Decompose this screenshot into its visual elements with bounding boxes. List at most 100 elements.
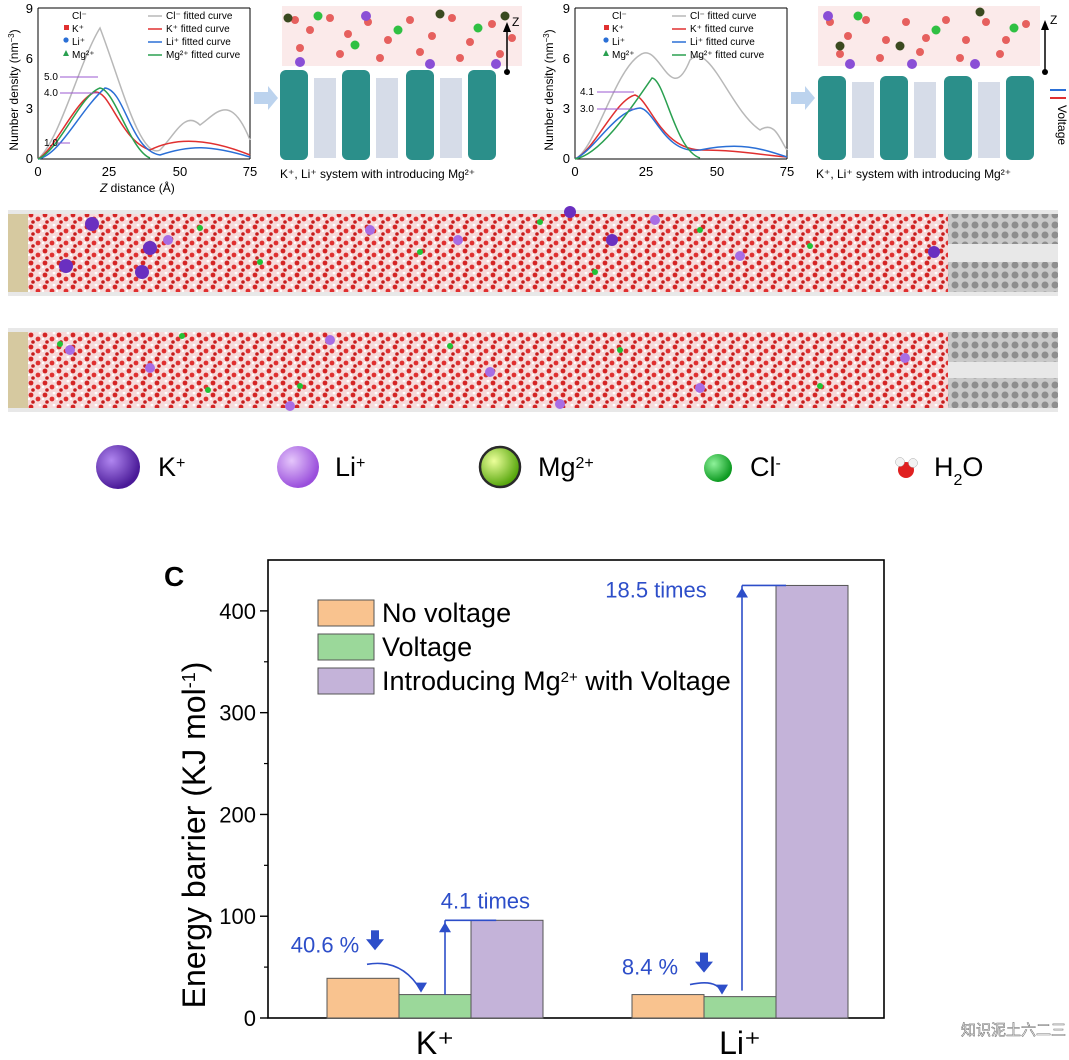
svg-text:Cl-: Cl- — [750, 452, 781, 482]
legend-swatch-0 — [317, 599, 375, 627]
y-tick-label: 100 — [219, 904, 256, 929]
ytick-left-9: 9 — [26, 1, 33, 16]
top-panels: 0 3 6 9 0 25 50 75 Z distance (Å) Number… — [7, 1, 1069, 195]
plot-area-border — [267, 559, 885, 1019]
svg-text:Cl⁻ fitted curve: Cl⁻ fitted curve — [690, 11, 757, 22]
mark-right-4: 4.1 — [580, 87, 594, 98]
svg-text:Cl⁻: Cl⁻ — [72, 11, 87, 22]
svg-text:H2O: H2O — [934, 452, 983, 489]
svg-text:Mg²⁺ fitted curve: Mg²⁺ fitted curve — [166, 50, 241, 61]
arrow-head-icon — [736, 587, 748, 598]
arrow-head-icon — [716, 984, 728, 995]
ytick-left-3: 3 — [26, 101, 33, 116]
legend-label-2: Introducing Mg2+ with Voltage — [382, 666, 731, 696]
bar-k-series-1 — [398, 994, 472, 1019]
y-axis-ticks: 0 100 200 300 400 — [219, 599, 268, 1031]
k-times-annotation: 4.1 times — [441, 888, 530, 913]
caption-left: K⁺, Li⁺ system with introducing Mg²⁺ — [280, 167, 475, 181]
arrow-head-icon — [415, 982, 427, 993]
bar-li-series-1 — [703, 996, 777, 1019]
svg-text:K⁺ fitted curve: K⁺ fitted curve — [690, 24, 754, 35]
legend-k: K+ — [96, 445, 185, 489]
simulation-strips — [8, 206, 1058, 412]
z-label-left: Z — [512, 15, 519, 29]
bar-k-series-0 — [326, 977, 400, 1019]
bar-li-series-0 — [631, 994, 705, 1019]
caption-right: K⁺, Li⁺ system with introducing Mg²⁺ — [816, 167, 1011, 181]
svg-text:K⁺ fitted curve: K⁺ fitted curve — [166, 24, 230, 35]
panel-c-label: C — [164, 561, 184, 592]
ytick-left-6: 6 — [26, 51, 33, 66]
ion-legend: K+ Li+ Mg2+ Cl- H2O — [96, 445, 983, 489]
svg-text:K⁺: K⁺ — [72, 24, 84, 35]
mark-right-3: 3.0 — [580, 104, 594, 115]
k-ion-icon — [96, 445, 140, 489]
xtick-left-75: 75 — [243, 164, 257, 179]
mark-left-1: 1.0 — [44, 138, 58, 149]
mark-left-5: 5.0 — [44, 72, 58, 83]
xtick-left-0: 0 — [34, 164, 41, 179]
svg-text:75: 75 — [780, 164, 794, 179]
svg-text:Mg2+: Mg2+ — [538, 452, 594, 482]
z-label-right: Z — [1050, 13, 1057, 27]
svg-text:9: 9 — [563, 1, 570, 16]
arrow-head-icon — [439, 922, 451, 933]
mg-ion-icon — [478, 445, 522, 489]
ylabel-left: Number density (nm−3) — [7, 29, 22, 150]
chart-legend: No voltage Voltage Introducing Mg2+ with V… — [317, 598, 731, 696]
annotations: 4.1 times 40.6 % 18.5 times 8.4 % — [291, 577, 786, 995]
svg-text:K+: K+ — [158, 452, 185, 482]
y-axis-label: Energy barrier (KJ mol-1) — [176, 662, 212, 1009]
legend-h2o: H2O — [895, 452, 983, 489]
li-ion-icon — [277, 446, 319, 488]
svg-text:Li⁺ fitted curve: Li⁺ fitted curve — [166, 37, 231, 48]
xlabel-left: Z distance (Å) — [99, 180, 175, 195]
svg-text:6: 6 — [563, 51, 570, 66]
legend-mg: Mg2+ — [478, 445, 594, 489]
svg-text:K⁺: K⁺ — [612, 24, 624, 35]
legend-cl: Cl- — [704, 452, 781, 482]
legend-swatch-2 — [317, 667, 375, 695]
svg-text:Li+: Li+ — [335, 452, 365, 482]
arrow-right-icon — [254, 86, 278, 110]
legend-swatch-1 — [317, 633, 375, 661]
ylabel-right: Number density (nm−3) — [542, 29, 557, 150]
mark-left-4: 4.0 — [44, 88, 58, 99]
plot-left-legend: Cl⁻ K⁺ Li⁺ Mg²⁺ Cl⁻ fitted curve K⁺ fitt… — [63, 11, 241, 61]
svg-text:Li⁺: Li⁺ — [612, 37, 625, 48]
legend-label-1: Voltage — [382, 632, 472, 662]
svg-text:Mg²⁺ fitted curve: Mg²⁺ fitted curve — [690, 50, 765, 61]
bars — [326, 584, 849, 1019]
y-tick-label: 0 — [244, 1006, 256, 1031]
plot-right-legend: Cl⁻ K⁺ Li⁺ Mg²⁺ Cl⁻ fitted curve K⁺ fitt… — [603, 11, 765, 61]
svg-text:Mg²⁺: Mg²⁺ — [72, 50, 95, 61]
down-arrow-icon — [700, 952, 708, 963]
x-category-k: K⁺ — [416, 1025, 454, 1060]
svg-text:Cl⁻ fitted curve: Cl⁻ fitted curve — [166, 11, 233, 22]
svg-text:Mg²⁺: Mg²⁺ — [612, 50, 635, 61]
xtick-left-50: 50 — [173, 164, 187, 179]
svg-text:50: 50 — [710, 164, 724, 179]
plot-right: 0 3 6 9 0 25 50 75 Number density (nm−3)… — [542, 1, 795, 179]
cl-ion-icon — [704, 454, 732, 482]
li-times-annotation: 18.5 times — [605, 577, 707, 602]
svg-text:Li⁺: Li⁺ — [72, 37, 85, 48]
svg-text:0: 0 — [563, 151, 570, 166]
li-curved-arrow — [689, 982, 723, 993]
x-category-li: Li⁺ — [719, 1025, 761, 1060]
svg-text:25: 25 — [639, 164, 653, 179]
svg-text:3: 3 — [563, 101, 570, 116]
down-arrow-icon — [371, 930, 379, 941]
voltage-label: Voltage — [1055, 105, 1069, 145]
plot-left: 0 3 6 9 0 25 50 75 Z distance (Å) Number… — [7, 1, 258, 195]
svg-text:0: 0 — [571, 164, 578, 179]
bar-li-series-2 — [775, 584, 849, 1019]
watermark: 知识泥土六二三 — [961, 1021, 1066, 1039]
chart-frame — [267, 559, 885, 1019]
legend-li: Li+ — [277, 446, 365, 488]
y-tick-label: 300 — [219, 701, 256, 726]
bar-k-series-2 — [470, 919, 544, 1019]
k-percent-annotation: 40.6 % — [291, 932, 360, 957]
strip-1 — [8, 206, 1058, 296]
arrow-right-icon-2 — [791, 86, 815, 110]
